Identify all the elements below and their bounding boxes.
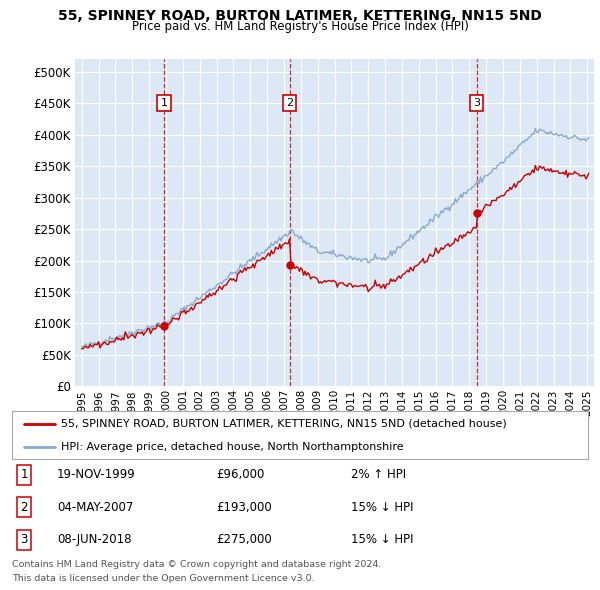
Text: Price paid vs. HM Land Registry's House Price Index (HPI): Price paid vs. HM Land Registry's House … xyxy=(131,20,469,33)
Text: HPI: Average price, detached house, North Northamptonshire: HPI: Average price, detached house, Nort… xyxy=(61,442,404,452)
Text: 04-MAY-2007: 04-MAY-2007 xyxy=(57,501,133,514)
Text: 15% ↓ HPI: 15% ↓ HPI xyxy=(351,501,413,514)
Text: 3: 3 xyxy=(20,533,28,546)
Text: 1: 1 xyxy=(160,98,167,108)
Text: 19-NOV-1999: 19-NOV-1999 xyxy=(57,468,136,481)
Text: 15% ↓ HPI: 15% ↓ HPI xyxy=(351,533,413,546)
Text: 08-JUN-2018: 08-JUN-2018 xyxy=(57,533,131,546)
Text: 1: 1 xyxy=(20,468,28,481)
Text: £193,000: £193,000 xyxy=(216,501,272,514)
Text: 2: 2 xyxy=(286,98,293,108)
Text: £275,000: £275,000 xyxy=(216,533,272,546)
Text: This data is licensed under the Open Government Licence v3.0.: This data is licensed under the Open Gov… xyxy=(12,574,314,583)
Text: 55, SPINNEY ROAD, BURTON LATIMER, KETTERING, NN15 5ND: 55, SPINNEY ROAD, BURTON LATIMER, KETTER… xyxy=(58,9,542,24)
Text: 55, SPINNEY ROAD, BURTON LATIMER, KETTERING, NN15 5ND (detached house): 55, SPINNEY ROAD, BURTON LATIMER, KETTER… xyxy=(61,419,507,429)
Text: 2% ↑ HPI: 2% ↑ HPI xyxy=(351,468,406,481)
Text: 2: 2 xyxy=(20,501,28,514)
Text: 3: 3 xyxy=(473,98,480,108)
Text: £96,000: £96,000 xyxy=(216,468,265,481)
Text: Contains HM Land Registry data © Crown copyright and database right 2024.: Contains HM Land Registry data © Crown c… xyxy=(12,560,382,569)
